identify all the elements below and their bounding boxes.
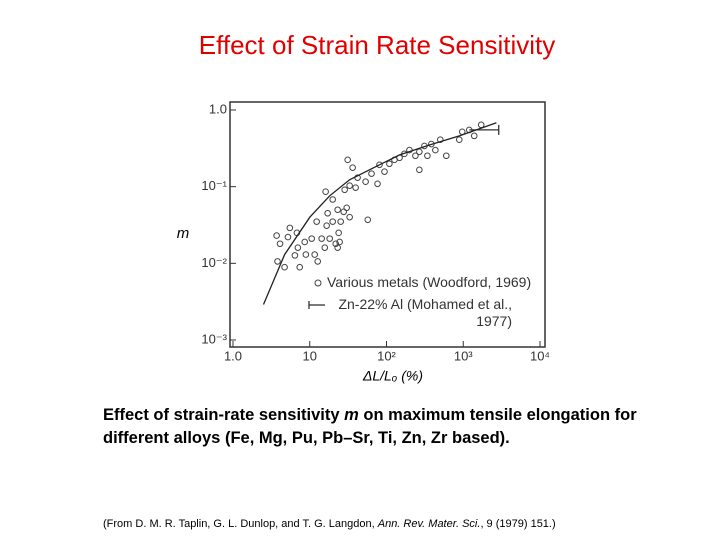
data-point	[344, 156, 351, 164]
data-point	[470, 132, 478, 140]
data-point	[381, 168, 388, 175]
data-point	[322, 188, 329, 195]
reference-journal: Ann. Rev. Mater. Sci.	[377, 518, 481, 530]
data-point	[412, 152, 419, 160]
data-point	[340, 208, 348, 216]
slide-title: Effect of Strain Rate Sensitivity	[198, 30, 556, 60]
data-point	[286, 224, 294, 232]
data-point	[281, 263, 288, 271]
caption-symbol: m	[344, 406, 359, 424]
data-point	[386, 160, 393, 168]
x-tick-label: 10	[303, 348, 317, 363]
data-point	[311, 251, 318, 258]
data-point	[332, 240, 340, 248]
reference-text: , 9 (1979) 151.)	[480, 518, 556, 530]
legend-entry: Zn-22% Al (Mohamed et al., 1977)	[338, 296, 512, 329]
y-tick-label: 1.0	[209, 101, 227, 116]
y-tick-label: 10⁻³	[201, 331, 227, 346]
fit-curve	[262, 122, 497, 305]
data-point	[341, 186, 348, 194]
data-point	[318, 235, 325, 242]
data-point	[337, 218, 344, 225]
x-tick-label: 10³	[454, 348, 473, 363]
data-point	[329, 218, 336, 225]
data-point	[273, 232, 280, 239]
legend-marker	[314, 279, 322, 287]
data-point	[323, 222, 330, 229]
data-point	[436, 136, 444, 143]
caption-text: on maximum tensile elongation for differ…	[103, 406, 637, 447]
reference-text: (From D. M. R. Taplin, G. L. Dunlop, and…	[103, 518, 378, 530]
y-axis-label: m	[177, 225, 190, 242]
data-point	[364, 216, 372, 224]
x-axis-label: ΔL/Lₒ (%)	[362, 368, 423, 384]
x-tick-label: 1.0	[224, 348, 242, 363]
data-point	[346, 182, 353, 189]
data-point	[442, 152, 450, 160]
data-point	[334, 206, 341, 214]
y-tick-label: 10⁻²	[201, 255, 227, 270]
data-point	[301, 238, 309, 246]
data-point	[336, 238, 343, 246]
data-point	[416, 166, 423, 174]
legend-entry: Various metals (Woodford, 1969)	[327, 274, 532, 290]
data-point	[302, 251, 310, 258]
data-point	[308, 235, 315, 242]
data-point	[349, 164, 356, 171]
data-point	[376, 161, 383, 169]
reference: (From D. M. R. Taplin, G. L. Dunlop, and…	[103, 518, 556, 530]
data-point	[432, 146, 439, 154]
data-point	[284, 233, 292, 241]
data-point	[296, 263, 304, 271]
data-point	[291, 252, 299, 259]
data-point	[424, 152, 431, 160]
data-point	[313, 218, 320, 225]
caption-text: Effect of strain-rate sensitivity	[103, 406, 345, 424]
data-point	[416, 148, 423, 156]
data-point	[334, 244, 341, 251]
data-point	[343, 204, 351, 212]
data-point	[326, 235, 334, 242]
data-point	[352, 184, 359, 191]
data-point	[324, 209, 331, 217]
plot-frame	[229, 101, 546, 348]
data-point	[362, 178, 369, 186]
data-point	[335, 229, 342, 237]
data-point	[321, 244, 329, 251]
data-point	[346, 213, 353, 221]
data-point	[314, 258, 322, 265]
data-point	[374, 180, 381, 188]
data-point	[329, 196, 336, 203]
x-tick-label: 10²	[377, 348, 396, 363]
data-point	[276, 240, 284, 248]
data-point	[274, 258, 281, 265]
caption: Effect of strain-rate sensitivity m on m…	[103, 404, 663, 450]
y-tick-label: 10⁻¹	[201, 178, 227, 193]
data-point	[294, 244, 302, 251]
data-point	[368, 170, 375, 177]
data-point	[455, 136, 463, 143]
x-tick-label: 10⁴	[530, 348, 550, 363]
